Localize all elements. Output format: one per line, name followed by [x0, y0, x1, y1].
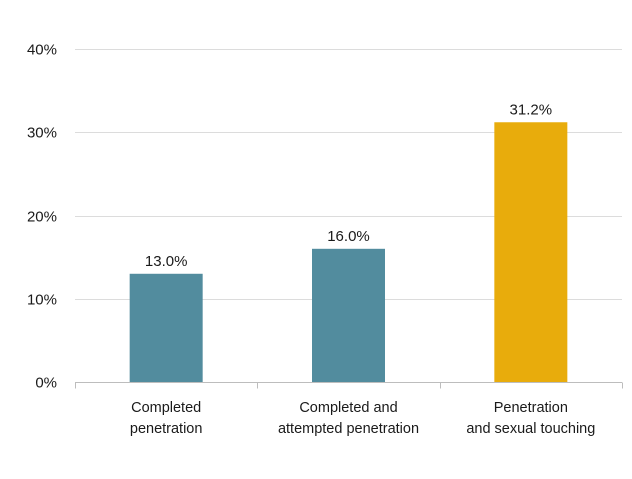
x-tick-label: Completed and	[299, 400, 397, 416]
data-label: 16.0%	[327, 228, 370, 245]
y-tick-label: 30%	[27, 125, 57, 142]
y-tick-label: 10%	[27, 292, 57, 309]
y-axis-tick-labels: 0% 10% 20% 30% 40%	[27, 42, 57, 392]
y-tick-label: 0%	[35, 375, 57, 392]
x-axis	[75, 382, 623, 389]
y-tick-label: 40%	[27, 42, 57, 59]
x-tick-label: Completed	[131, 400, 201, 416]
x-tick-label: penetration	[130, 421, 203, 437]
bar	[312, 248, 385, 382]
bars	[129, 122, 568, 382]
y-tick-label: 20%	[27, 209, 57, 226]
bar	[129, 273, 203, 382]
data-label: 31.2%	[510, 101, 553, 118]
bar	[494, 122, 568, 382]
data-label: 13.0%	[145, 253, 188, 270]
value-labels: 13.0% 16.0% 31.2%	[145, 101, 552, 270]
x-tick-label: attempted penetration	[278, 421, 419, 437]
x-tick-label: and sexual touching	[466, 421, 595, 437]
category-labels: Completed penetration Completed and attempt…	[130, 400, 595, 437]
x-tick-label: Penetration	[494, 400, 568, 416]
